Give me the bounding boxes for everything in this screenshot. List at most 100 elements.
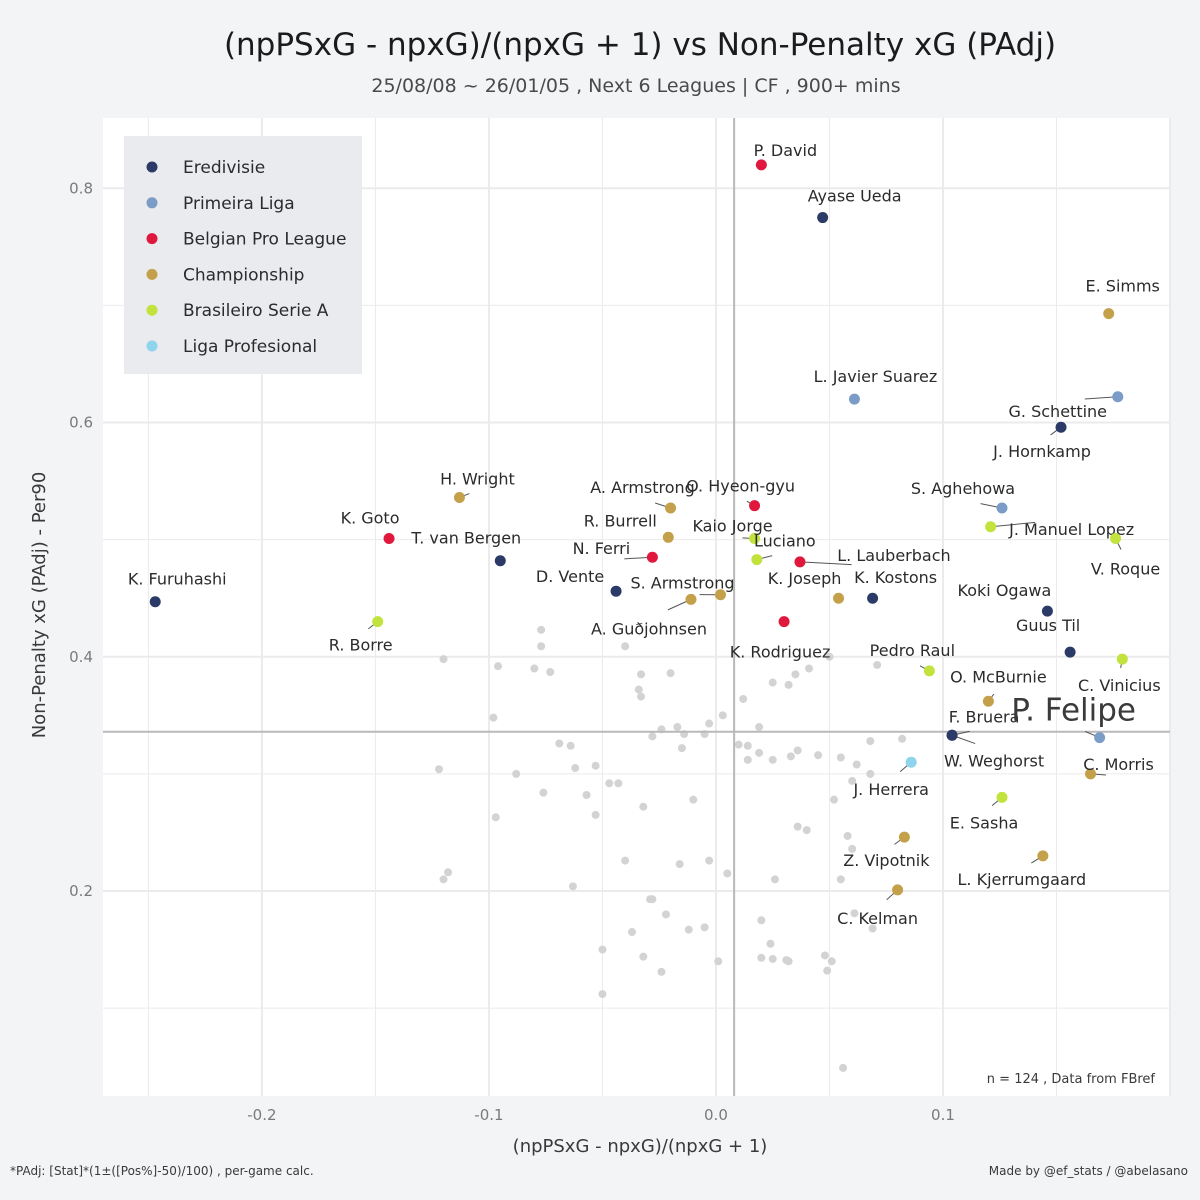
data-point xyxy=(453,491,465,503)
data-point-group: L. Lauberbach xyxy=(794,546,951,568)
background-point xyxy=(786,752,795,761)
data-point xyxy=(867,592,879,604)
data-point xyxy=(751,554,763,566)
x-tick-label: -0.1 xyxy=(474,1106,503,1124)
footnote-padj: *PAdj: [Stat]*(1±([Pos%]-50)/100) , per-… xyxy=(10,1164,314,1178)
data-point-label: S. Armstrong xyxy=(630,574,734,593)
background-point xyxy=(571,764,580,773)
data-point-group: P. Felipe xyxy=(1011,693,1136,744)
data-point-label: A. Guðjohnsen xyxy=(591,619,707,638)
data-point-group: H. Wright xyxy=(440,469,515,503)
background-point xyxy=(836,875,845,884)
data-point xyxy=(665,502,677,514)
data-point-group: Luciano xyxy=(751,532,816,566)
background-point xyxy=(546,668,555,677)
background-point xyxy=(439,875,448,884)
data-point-group: Z. Vipotnik xyxy=(843,831,930,870)
background-point xyxy=(705,719,714,728)
data-point-group: P. David xyxy=(754,141,818,171)
background-point xyxy=(850,909,859,918)
data-point-label: N. Ferri xyxy=(573,539,631,558)
background-point xyxy=(568,882,577,891)
data-point-label: L. Javier Suarez xyxy=(814,367,938,386)
background-point xyxy=(825,652,834,661)
data-point-group: O. McBurnie xyxy=(950,667,1047,707)
legend-swatch xyxy=(146,268,158,280)
data-point xyxy=(898,831,910,843)
data-point-label: O. McBurnie xyxy=(950,667,1047,686)
data-point-group: L. Kjerrumgaard xyxy=(958,850,1086,889)
background-point xyxy=(439,655,448,664)
y-tick-label: 0.8 xyxy=(69,179,93,197)
data-point xyxy=(985,521,997,533)
legend-box xyxy=(124,136,362,374)
background-point xyxy=(820,951,829,960)
data-point-group: J. Manuel Lopez xyxy=(985,520,1134,539)
data-point xyxy=(1110,532,1122,544)
data-point-group: K. Goto xyxy=(341,508,400,544)
data-point-group: J. Hornkamp xyxy=(992,421,1091,461)
data-point xyxy=(1055,421,1067,433)
background-point xyxy=(768,954,777,963)
footnote-credit: Made by @ef_stats / @abelasano xyxy=(989,1164,1188,1178)
background-point xyxy=(591,761,600,770)
background-point xyxy=(802,826,811,835)
data-point xyxy=(946,729,958,741)
data-point-label: A. Armstrong xyxy=(590,478,695,497)
data-point-group: R. Borre xyxy=(329,616,393,655)
background-point xyxy=(634,685,643,694)
background-point xyxy=(755,748,764,757)
data-point xyxy=(494,555,506,567)
background-point xyxy=(805,664,814,673)
data-point xyxy=(1103,308,1115,320)
background-point xyxy=(539,788,548,797)
background-point xyxy=(555,739,564,748)
background-point xyxy=(662,910,671,919)
data-point-group: C. Kelman xyxy=(837,884,918,928)
data-point-group: L. Javier Suarez xyxy=(814,367,938,405)
background-point xyxy=(866,769,875,778)
data-point xyxy=(372,616,384,628)
data-point xyxy=(1112,391,1124,403)
legend-label: Belgian Pro League xyxy=(183,230,346,250)
axis-ticks: -0.2 -0.1 0.0 0.1 0.2 0.4 0.6 0.8 xyxy=(69,179,955,1124)
data-point-label: J. Manuel Lopez xyxy=(1008,520,1134,539)
data-point-label: R. Borre xyxy=(329,636,393,655)
label-leader-line xyxy=(990,521,1036,528)
data-point-label: P. David xyxy=(754,141,818,160)
data-point-group: N. Ferri xyxy=(573,539,658,563)
background-point xyxy=(494,662,503,671)
legend-label: Championship xyxy=(183,265,304,285)
data-point xyxy=(1041,605,1053,617)
background-point xyxy=(614,779,623,788)
data-point-group: J. Herrera xyxy=(852,756,929,799)
x-tick-label: 0.1 xyxy=(931,1106,955,1124)
background-point xyxy=(605,779,614,788)
data-point xyxy=(755,159,767,171)
background-point xyxy=(784,680,793,689)
data-point-label: K. Furuhashi xyxy=(128,570,227,589)
background-point xyxy=(830,795,839,804)
data-point xyxy=(833,592,845,604)
background-point xyxy=(677,744,686,753)
data-point xyxy=(996,502,1008,514)
sample-size-note: n = 124 , Data from FBref xyxy=(987,1072,1156,1087)
data-point-group: D. Vente xyxy=(536,567,622,597)
data-point-group: S. Aghehowa xyxy=(911,479,1015,514)
background-point xyxy=(666,669,675,678)
background-point xyxy=(793,746,802,755)
reference-lines xyxy=(103,118,1170,1096)
legend-swatch xyxy=(146,161,158,173)
data-point xyxy=(1094,732,1106,744)
data-point-label: Kaio Jorge xyxy=(692,516,772,535)
legend-swatch xyxy=(146,304,158,316)
data-point-group: Koki Ogawa xyxy=(958,581,1053,617)
data-point xyxy=(794,556,806,568)
legend: Eredivisie Primeira Liga Belgian Pro Leagu… xyxy=(124,136,362,374)
background-point xyxy=(512,769,521,778)
data-point-group: E. Simms xyxy=(1086,277,1160,320)
data-point-label: E. Simms xyxy=(1086,277,1160,296)
x-tick-label: 0.0 xyxy=(704,1106,728,1124)
data-point-group: K. Kostons xyxy=(854,568,937,604)
